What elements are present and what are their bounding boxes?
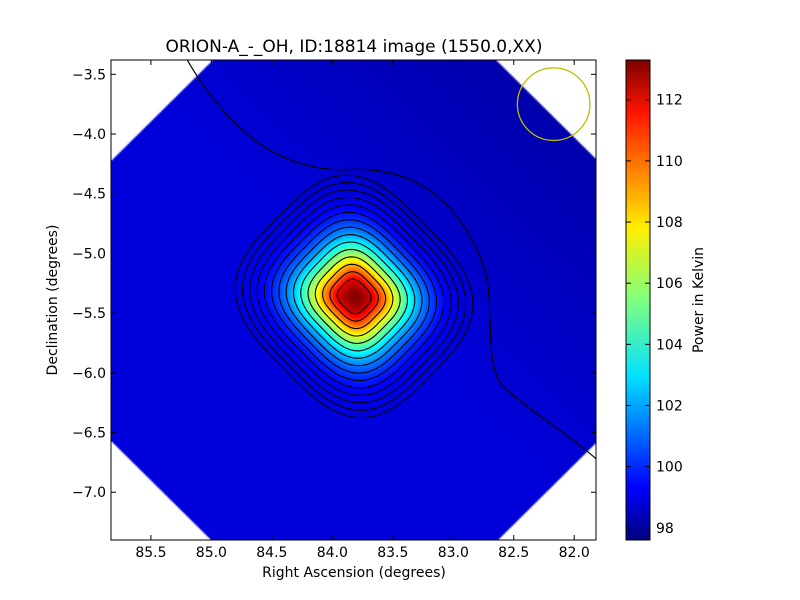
y-axis-label: Declination (degrees) <box>45 225 61 376</box>
chart-title: ORION-A_-_OH, ID:18814 image (1550.0,XX) <box>166 37 543 57</box>
colorbar-ticks: 98 100 102 104 106 108 110 112 <box>626 93 683 537</box>
y-tick-label: −4.0 <box>72 127 106 143</box>
contour-line <box>307 248 401 344</box>
y-tick-label: −5.0 <box>72 246 106 262</box>
contour-lines <box>186 60 596 460</box>
heatmap-image <box>111 60 596 540</box>
contour-line-outer <box>186 60 596 460</box>
contour-line <box>256 196 452 396</box>
colorbar-tick-label: 98 <box>656 521 674 537</box>
colorbar <box>625 59 651 541</box>
x-tick-label: 82.5 <box>498 545 529 561</box>
colorbar-tick-label: 112 <box>656 93 683 109</box>
contour-line <box>329 271 379 322</box>
contour-line <box>285 226 423 367</box>
x-tick-label: 83.0 <box>438 545 469 561</box>
colorbar-tick-label: 100 <box>656 460 683 476</box>
contour-line <box>249 189 459 404</box>
colorbar-tick-label: 104 <box>656 337 683 353</box>
colorbar-label: Power in Kelvin <box>691 247 707 353</box>
x-tick-label: 84.5 <box>256 545 287 561</box>
y-tick-label: −7.0 <box>72 485 106 501</box>
contour-line <box>314 256 394 337</box>
colorbar-tick-label: 110 <box>656 154 683 170</box>
x-tick-label: 85.0 <box>196 545 227 561</box>
contour-line <box>271 211 438 382</box>
contour-line <box>234 174 474 419</box>
x-tick-label: 83.5 <box>377 545 408 561</box>
contour-line <box>263 204 445 389</box>
y-tick-label: −6.5 <box>72 426 106 442</box>
x-tick-label: 84.0 <box>317 545 348 561</box>
y-tick-label: −4.5 <box>72 187 106 203</box>
colorbar-tick-label: 108 <box>656 215 683 231</box>
x-axis-ticks: 85.5 85.0 84.5 84.0 83.5 83.0 82.5 82.0 <box>135 60 590 561</box>
contour-line <box>241 182 467 411</box>
contour-line <box>336 278 372 315</box>
plot-area <box>111 60 596 540</box>
contour-line <box>292 234 416 359</box>
contour-line <box>322 263 387 330</box>
x-tick-label: 85.5 <box>135 545 166 561</box>
y-tick-label: −6.0 <box>72 366 106 382</box>
axes-frame <box>110 59 597 541</box>
x-tick-label: 82.0 <box>559 545 590 561</box>
y-tick-label: −3.5 <box>72 67 106 83</box>
contour-line <box>278 219 430 374</box>
y-tick-label: −5.5 <box>72 306 106 322</box>
x-axis-label: Right Ascension (degrees) <box>262 565 446 581</box>
colorbar-tick-label: 102 <box>656 398 683 414</box>
colorbar-tick-label: 106 <box>656 276 683 292</box>
contour-line <box>300 241 409 352</box>
y-axis-ticks: −3.5 −4.0 −4.5 −5.0 −5.5 −6.0 −6.5 −7.0 <box>72 67 596 501</box>
beam-circle <box>516 67 591 142</box>
